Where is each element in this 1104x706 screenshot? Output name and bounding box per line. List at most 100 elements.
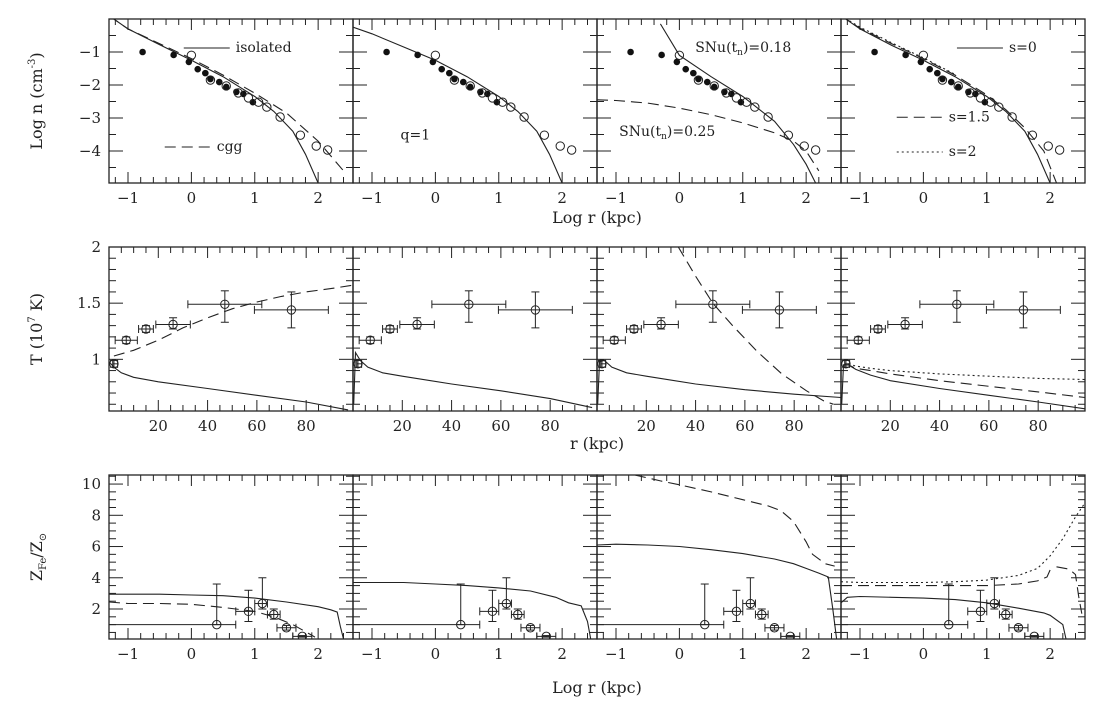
x-tick-label: 0 <box>431 645 441 663</box>
data-point <box>952 299 962 309</box>
x-tick-label: 60 <box>735 417 754 435</box>
filled-data-point <box>222 83 230 91</box>
plot-area <box>109 577 345 639</box>
filled-data-point <box>446 69 453 77</box>
x-tick-label: 80 <box>785 417 804 435</box>
x-tick-label: 80 <box>541 417 560 435</box>
series-dashed-line <box>677 247 834 405</box>
filled-data-point <box>383 48 390 56</box>
data-point-with-errorbars <box>114 335 138 345</box>
filled-data-point <box>194 65 202 73</box>
data-point-with-errorbars <box>254 577 268 610</box>
data-point <box>530 305 541 315</box>
filled-data-point <box>414 51 421 59</box>
annotation-text: s=2 <box>949 144 977 160</box>
legend-entry: SNu(tn)=0.18 <box>695 40 791 58</box>
x-tick-label: 0 <box>675 189 685 207</box>
filled-data-point <box>466 83 474 91</box>
open-data-point <box>487 93 498 103</box>
filled-data-point <box>139 48 146 56</box>
x-tick-label: 20 <box>149 417 168 435</box>
series-dashed-line <box>112 19 344 172</box>
open-data-point <box>322 145 333 155</box>
open-data-point <box>965 88 975 98</box>
open-data-point <box>799 141 809 151</box>
data-point <box>365 335 375 345</box>
open-data-point <box>731 93 742 103</box>
open-data-point <box>221 81 231 91</box>
series-solid-line <box>841 595 1067 639</box>
open-data-point <box>937 75 948 85</box>
x-tick-label: 2 <box>313 645 323 663</box>
filled-data-point <box>682 65 690 73</box>
x-tick-label: 60 <box>247 417 266 435</box>
open-data-point <box>1007 112 1017 122</box>
data-point <box>1001 609 1011 620</box>
density-y-axis-title: Log n (cm-3) <box>27 52 46 149</box>
data-point <box>286 305 297 315</box>
legend-entry: cgg <box>164 139 243 155</box>
x-tick-label: 40 <box>442 417 461 435</box>
data-point-with-errorbars <box>382 324 398 334</box>
density-panel-1: −1 0 1 2 −1 −2 −3 −4 isolated cgg <box>79 18 354 207</box>
data-point-with-errorbars <box>109 359 119 369</box>
open-data-point <box>477 88 487 98</box>
x-tick-label: 80 <box>297 417 316 435</box>
data-point <box>297 631 307 639</box>
data-point-with-errorbars <box>841 583 969 630</box>
data-point-with-errorbars <box>967 589 988 623</box>
data-point <box>513 609 523 620</box>
y-title-text: K) <box>27 293 46 316</box>
x-tick-label: 2 <box>801 645 811 663</box>
filled-data-point <box>871 48 878 56</box>
filled-data-point <box>658 51 665 59</box>
x-tick-label: −1 <box>605 189 627 207</box>
data-point <box>708 299 718 309</box>
data-point-with-errorbars <box>266 608 281 620</box>
legend-entry: SNu(tn)=0.25 <box>619 124 715 142</box>
data-point-with-errorbars <box>479 589 500 623</box>
series-solid-line <box>109 361 349 411</box>
data-point <box>1018 305 1029 315</box>
panel-frame <box>352 474 598 640</box>
filled-data-point <box>185 58 193 66</box>
plot-area <box>597 247 841 405</box>
abundance-panel-4: −1 0 1 2 <box>840 474 1086 663</box>
x-tick-label: 60 <box>491 417 510 435</box>
data-point <box>525 623 536 633</box>
x-tick-label: 40 <box>198 417 217 435</box>
x-tick-label: 1 <box>982 189 992 207</box>
annotation-label: SNu(tn)=0.18 <box>695 40 791 58</box>
abundance-panel-3: −1 0 1 2 <box>596 474 842 663</box>
annotation-label: cgg <box>217 139 243 155</box>
x-tick-label: −1 <box>117 189 139 207</box>
temperature-panel-1: 20 40 60 80 1 1.5 2 <box>77 238 354 435</box>
y-title-sup: 7 <box>27 316 38 322</box>
data-point <box>975 606 986 617</box>
open-data-point <box>1054 145 1065 155</box>
open-data-point <box>295 130 306 140</box>
data-point-with-errorbars <box>235 589 256 623</box>
annotation-subscript: n <box>737 48 743 58</box>
abundance-panel-1: −1 0 1 2 2 4 6 8 10 <box>82 474 354 663</box>
y-tick-label: 1 <box>91 350 101 368</box>
open-data-point <box>1043 141 1053 151</box>
legend-entry: s=1.5 <box>896 109 990 125</box>
data-point <box>656 319 666 330</box>
x-tick-label: 0 <box>187 645 197 663</box>
abundance-x-axis-title: Log r (kpc) <box>552 678 642 697</box>
data-point-with-errorbars <box>742 577 756 610</box>
annotation-text: SNu(t <box>695 40 737 56</box>
open-data-point <box>709 81 719 91</box>
series-solid-line <box>597 359 841 405</box>
data-point-with-errorbars <box>741 291 817 329</box>
data-point <box>1029 631 1039 639</box>
legend-entry: isolated <box>183 40 292 56</box>
x-tick-label: −1 <box>117 645 139 663</box>
data-point <box>731 606 742 617</box>
open-data-point <box>506 102 516 112</box>
plot-area <box>844 19 1065 183</box>
plot-area <box>353 26 577 183</box>
density-x-axis-title: Log r (kpc) <box>552 208 642 227</box>
